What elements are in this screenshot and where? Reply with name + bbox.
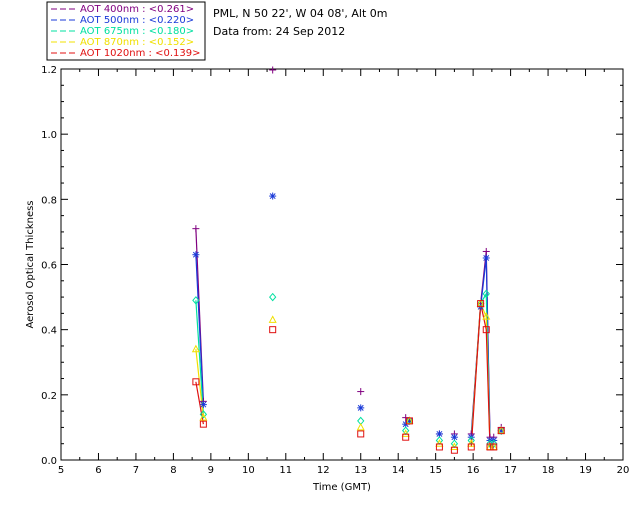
legend: AOT 400nm : <0.261>AOT 500nm : <0.220>AO… <box>46 1 206 61</box>
x-tick-label: 20 <box>617 465 630 476</box>
x-tick-label: 19 <box>579 465 592 476</box>
y-axis-title: Aerosol Optical Thickness <box>25 200 36 328</box>
plot-area <box>60 68 624 461</box>
data-point <box>199 420 207 428</box>
x-tick-label: 18 <box>542 465 555 476</box>
x-tick-label: 16 <box>467 465 480 476</box>
data-point <box>450 442 459 450</box>
x-tick-label: 11 <box>279 465 292 476</box>
data-point <box>269 292 277 302</box>
data-point <box>486 443 494 451</box>
series-line <box>195 254 204 405</box>
series-line <box>195 300 204 415</box>
data-point <box>490 443 498 451</box>
y-tick-label: 1.0 <box>41 130 57 141</box>
x-tick-label: 7 <box>133 465 139 476</box>
x-tick-label: 9 <box>208 465 214 476</box>
y-tick-label: 0.0 <box>41 456 57 467</box>
x-tick-label: 15 <box>429 465 442 476</box>
data-point <box>435 443 443 451</box>
data-point <box>269 326 277 334</box>
x-tick-label: 10 <box>242 465 255 476</box>
y-tick-label: 0.6 <box>41 261 57 272</box>
y-tick-label: 0.8 <box>41 195 57 206</box>
data-point <box>482 254 490 262</box>
data-point <box>482 326 490 334</box>
data-point <box>401 429 410 437</box>
data-point <box>357 388 365 396</box>
data-point <box>402 433 410 441</box>
data-point <box>192 378 200 386</box>
data-point <box>477 300 485 308</box>
data-point <box>435 439 444 447</box>
location-label: PML, N 50 22', W 04 08', Alt 0m <box>213 7 387 20</box>
data-point <box>269 192 277 200</box>
y-tick-label: 1.2 <box>41 65 57 76</box>
data-point <box>482 289 490 299</box>
legend-entry: AOT 870nm : <0.152> <box>80 37 194 48</box>
data-point <box>450 446 458 454</box>
y-tick-label: 0.4 <box>41 326 57 337</box>
data-point <box>192 296 200 305</box>
data-point <box>357 430 365 438</box>
x-tick-label: 5 <box>58 465 64 476</box>
data-point <box>482 312 491 320</box>
y-tick-label: 0.2 <box>41 391 57 402</box>
data-point <box>192 251 200 259</box>
x-tick-label: 13 <box>354 465 367 476</box>
data-point <box>192 225 200 233</box>
data-point <box>405 417 413 425</box>
data-point <box>482 247 490 255</box>
x-tick-label: 14 <box>392 465 405 476</box>
legend-entry: AOT 400nm : <0.261> <box>80 4 194 15</box>
data-point <box>199 410 208 419</box>
data-point <box>490 439 498 448</box>
data-point <box>269 66 277 74</box>
axis-ticks: 5 6 7 8 9 10 11 12 13 14 15 16 17 18 19 20 0.0 0.2 0.4 0.6 0… <box>41 65 629 476</box>
date-label: Data from: 24 Sep 2012 <box>213 25 345 38</box>
x-tick-label: 6 <box>95 465 101 476</box>
series-line <box>470 303 491 448</box>
series-lines <box>195 228 491 448</box>
x-tick-label: 8 <box>170 465 176 476</box>
data-point <box>199 413 208 421</box>
series-markers <box>191 66 506 454</box>
x-tick-label: 17 <box>504 465 517 476</box>
data-point <box>450 433 458 441</box>
data-point <box>467 443 475 451</box>
data-point <box>467 439 476 447</box>
data-point <box>268 315 277 323</box>
x-tick-label: 12 <box>317 465 330 476</box>
legend-entry: AOT 675nm : <0.180> <box>80 26 194 37</box>
data-point <box>356 422 365 431</box>
legend-entry: AOT 500nm : <0.220> <box>80 15 194 26</box>
data-point <box>199 401 207 409</box>
data-point <box>191 344 200 353</box>
data-point <box>497 427 505 435</box>
legend-entry: AOT 1020nm : <0.139> <box>80 48 200 59</box>
x-axis-title: Time (GMT) <box>312 482 371 493</box>
data-point <box>357 404 365 412</box>
data-point <box>435 430 443 438</box>
